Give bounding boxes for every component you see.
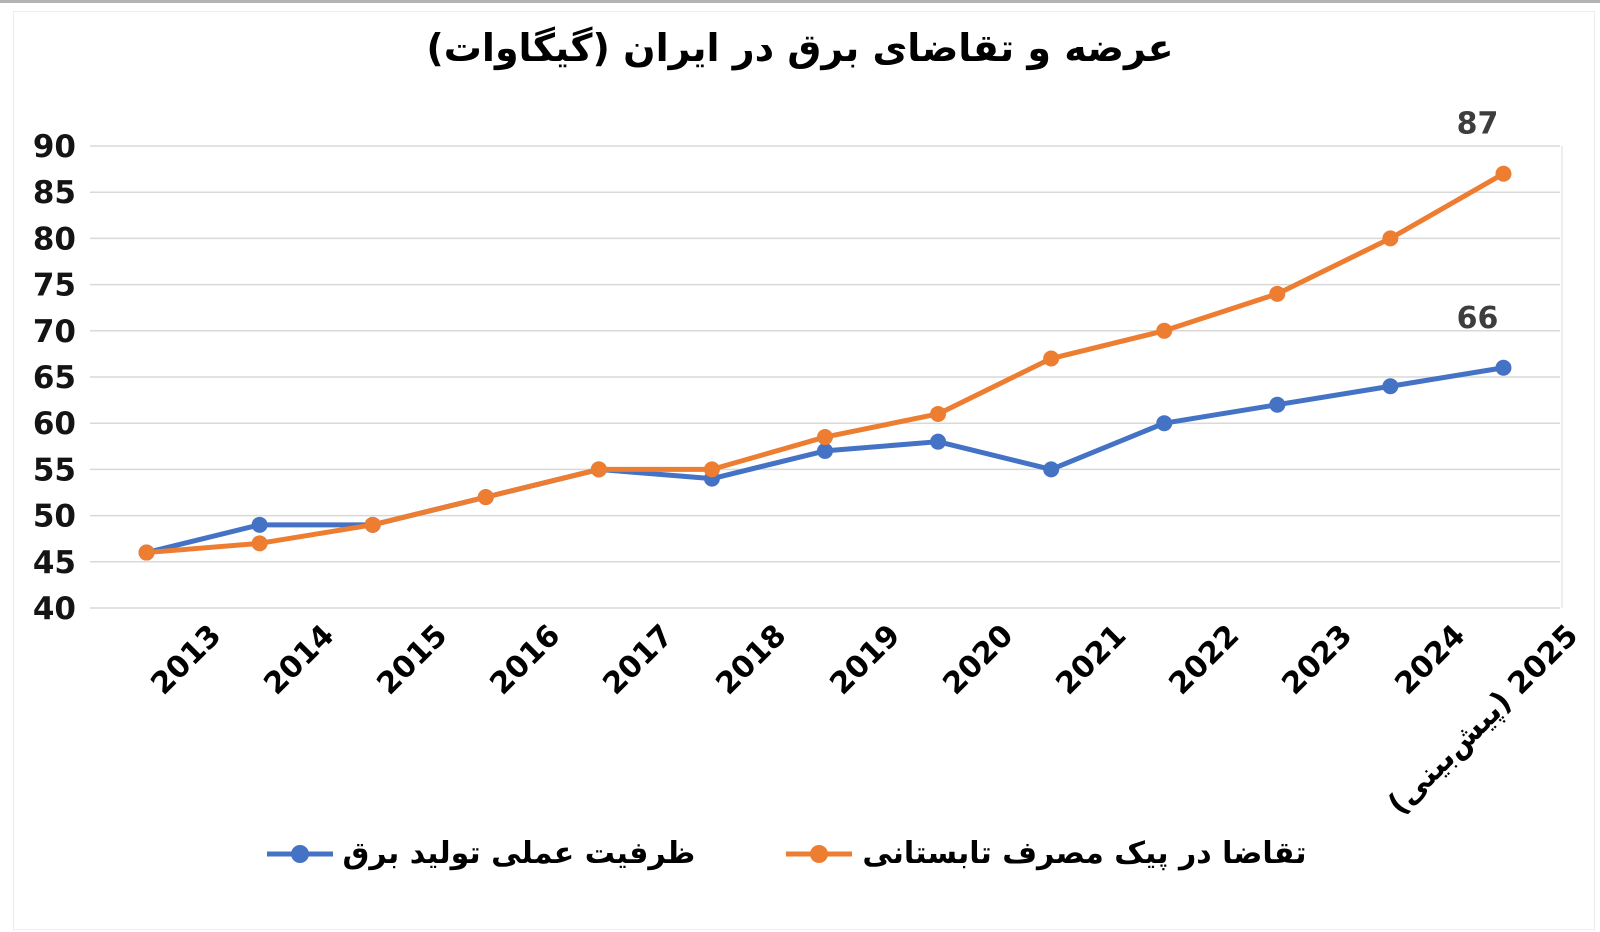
legend-marker-dot <box>810 844 829 863</box>
series-line-0 <box>144 365 1506 556</box>
legend-label: تقاضا در پیک مصرف تابستانی <box>862 836 1307 871</box>
data-point-marker <box>1495 165 1512 182</box>
data-point-marker <box>817 429 833 446</box>
data-point-marker <box>1156 322 1173 339</box>
y-tick-label: 55 <box>33 452 76 488</box>
window-top-border <box>0 0 1600 3</box>
gridlines <box>90 145 1560 609</box>
data-point-marker <box>138 544 155 561</box>
y-tick-label: 70 <box>33 314 76 350</box>
data-point-marker <box>1043 461 1060 478</box>
data-point-marker <box>930 405 947 422</box>
legend-marker-icon <box>786 844 853 863</box>
y-tick-label: 85 <box>33 175 76 211</box>
data-point-marker <box>251 516 268 533</box>
y-tick-label: 40 <box>33 591 76 627</box>
data-point-marker <box>590 461 607 478</box>
data-point-marker <box>703 461 720 478</box>
y-tick-label: 65 <box>33 360 76 396</box>
data-point-marker <box>1382 378 1399 395</box>
y-axis-tick-labels: 40 45 50 55 60 65 70 75 80 85 90 <box>33 129 76 627</box>
chart-area-frame <box>13 11 1595 930</box>
data-point-marker <box>817 442 833 459</box>
y-tick-label: 75 <box>33 268 76 304</box>
data-point-marker <box>1269 285 1286 302</box>
legend-label: ظرفیت عملی تولید برق <box>342 836 696 871</box>
data-point-marker <box>1382 230 1399 247</box>
data-point-marker <box>364 516 381 533</box>
data-point-marker <box>1269 396 1286 413</box>
series-line-1 <box>144 171 1506 556</box>
y-tick-label: 90 <box>33 129 76 165</box>
legend-marker-dot <box>290 844 309 863</box>
y-tick-label: 45 <box>33 545 76 581</box>
data-point-marker <box>477 489 494 506</box>
chart-title: عرضه و تقاضای برق در ایران (گیگاوات) <box>426 26 1174 70</box>
data-label: 66 <box>1457 301 1499 336</box>
data-point-marker <box>1043 350 1060 367</box>
data-point-marker <box>251 535 268 552</box>
data-label: 87 <box>1457 107 1499 142</box>
legend-item: تقاضا در پیک مصرف تابستانی <box>783 836 1306 871</box>
data-point-marker <box>1495 359 1512 376</box>
chart-legend: ظرفیت عملی تولید برق تقاضا در پیک مصرف تا… <box>0 836 1570 871</box>
legend-marker-icon <box>266 844 333 863</box>
data-point-marker <box>1156 415 1173 432</box>
data-point-marker <box>930 433 947 450</box>
y-tick-label: 50 <box>33 499 76 535</box>
y-tick-label: 80 <box>33 221 76 257</box>
legend-item: ظرفیت عملی تولید برق <box>264 836 696 871</box>
y-tick-label: 60 <box>33 406 76 442</box>
